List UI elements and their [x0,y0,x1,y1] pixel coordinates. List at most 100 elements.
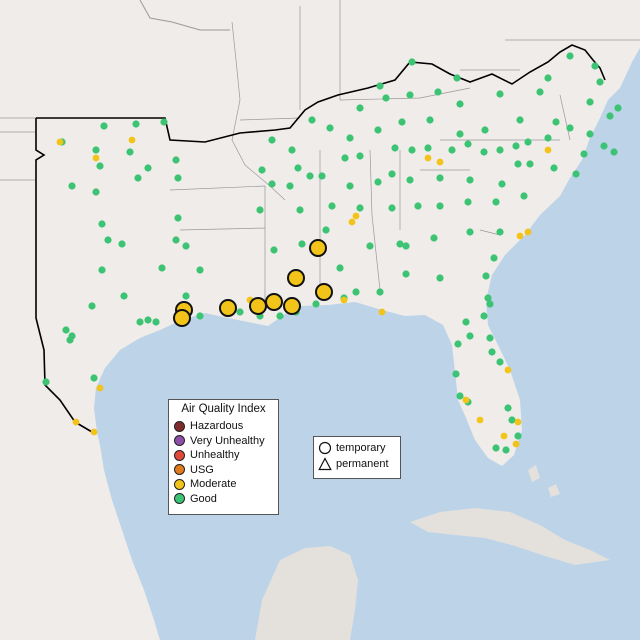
site-marker-good[interactable] [414,202,422,210]
site-marker-good[interactable] [356,104,364,112]
site-marker-good[interactable] [134,174,142,182]
site-marker-moderate-temporary[interactable] [219,299,237,317]
site-marker-good[interactable] [408,146,416,154]
site-marker-good[interactable] [296,206,304,214]
site-marker-good[interactable] [456,130,464,138]
site-marker-good[interactable] [502,446,510,454]
site-marker-good[interactable] [388,204,396,212]
site-marker-moderate[interactable] [500,432,508,440]
site-marker-good[interactable] [92,188,100,196]
site-marker-good[interactable] [376,288,384,296]
site-marker-good[interactable] [456,392,464,400]
site-marker-good[interactable] [398,118,406,126]
site-marker-good[interactable] [520,192,528,200]
site-marker-good[interactable] [586,130,594,138]
site-marker-good[interactable] [466,176,474,184]
site-marker-good[interactable] [298,240,306,248]
site-marker-good[interactable] [504,404,512,412]
site-marker-moderate[interactable] [544,146,552,154]
site-marker-moderate[interactable] [90,428,98,436]
site-marker-good[interactable] [408,58,416,66]
site-marker-good[interactable] [256,206,264,214]
site-marker-good[interactable] [352,288,360,296]
site-marker-moderate-temporary[interactable] [249,297,267,315]
site-marker-good[interactable] [514,432,522,440]
site-marker-good[interactable] [376,82,384,90]
site-marker-good[interactable] [454,340,462,348]
site-marker-good[interactable] [136,318,144,326]
site-marker-good[interactable] [552,118,560,126]
site-marker-good[interactable] [144,164,152,172]
site-marker-good[interactable] [66,336,74,344]
site-marker-moderate[interactable] [352,212,360,220]
site-marker-good[interactable] [374,126,382,134]
site-marker-good[interactable] [610,148,618,156]
site-marker-good[interactable] [566,124,574,132]
site-marker-good[interactable] [68,182,76,190]
site-marker-moderate[interactable] [72,418,80,426]
site-marker-good[interactable] [526,160,534,168]
site-marker-good[interactable] [336,264,344,272]
site-marker-good[interactable] [614,104,622,112]
site-marker-good[interactable] [196,312,204,320]
site-marker-good[interactable] [174,214,182,222]
site-marker-good[interactable] [591,62,599,70]
site-marker-moderate[interactable] [436,158,444,166]
site-marker-good[interactable] [308,116,316,124]
site-marker-good[interactable] [182,292,190,300]
site-marker-moderate[interactable] [424,154,432,162]
site-marker-good[interactable] [434,88,442,96]
monitoring-sites[interactable] [42,52,622,454]
site-marker-moderate[interactable] [504,366,512,374]
site-marker-good[interactable] [486,334,494,342]
site-marker-moderate-temporary[interactable] [265,293,283,311]
site-marker-good[interactable] [270,246,278,254]
site-marker-good[interactable] [356,152,364,160]
site-marker-good[interactable] [346,182,354,190]
site-marker-good[interactable] [466,332,474,340]
site-marker-moderate[interactable] [516,232,524,240]
site-marker-good[interactable] [490,254,498,262]
site-marker-good[interactable] [391,144,399,152]
site-marker-good[interactable] [496,146,504,154]
site-marker-good[interactable] [516,116,524,124]
site-marker-good[interactable] [318,172,326,180]
site-marker-good[interactable] [312,300,320,308]
site-marker-good[interactable] [430,234,438,242]
site-marker-good[interactable] [382,94,390,102]
site-marker-good[interactable] [98,220,106,228]
site-marker-good[interactable] [466,228,474,236]
site-marker-good[interactable] [480,312,488,320]
site-marker-good[interactable] [286,182,294,190]
site-marker-good[interactable] [600,142,608,150]
site-marker-good[interactable] [396,240,404,248]
site-marker-moderate[interactable] [512,440,520,448]
site-marker-good[interactable] [586,98,594,106]
site-marker-good[interactable] [492,444,500,452]
site-marker-good[interactable] [402,242,410,250]
site-marker-good[interactable] [96,162,104,170]
site-marker-good[interactable] [484,294,492,302]
site-marker-good[interactable] [496,228,504,236]
site-marker-good[interactable] [456,100,464,108]
site-marker-good[interactable] [572,170,580,178]
site-marker-good[interactable] [276,312,284,320]
site-marker-good[interactable] [492,198,500,206]
site-marker-good[interactable] [464,140,472,148]
site-marker-moderate-temporary[interactable] [309,239,327,257]
site-marker-moderate[interactable] [340,296,348,304]
site-marker-good[interactable] [126,148,134,156]
site-marker-good[interactable] [236,308,244,316]
site-marker-moderate[interactable] [128,136,136,144]
site-marker-good[interactable] [462,318,470,326]
site-marker-good[interactable] [580,150,588,158]
site-marker-good[interactable] [424,144,432,152]
site-marker-moderate[interactable] [476,416,484,424]
site-marker-moderate-temporary[interactable] [173,309,191,327]
site-marker-good[interactable] [486,300,494,308]
site-marker-good[interactable] [328,202,336,210]
site-marker-good[interactable] [508,416,516,424]
site-marker-good[interactable] [498,180,506,188]
